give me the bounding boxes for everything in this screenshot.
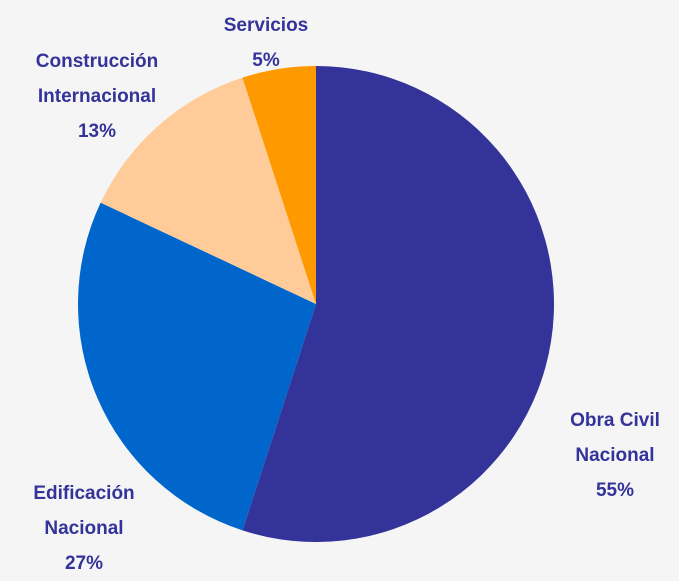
slice-label: Edificación Nacional 27% [4, 476, 164, 581]
slice-label: Obra Civil Nacional 55% [553, 403, 677, 508]
category-label: Edificación Nacional [33, 483, 135, 539]
category-label: Servicios [223, 15, 309, 36]
value-label: 13% [77, 121, 117, 142]
value-label: 55% [595, 480, 635, 501]
category-label: Construcción Internacional [35, 51, 159, 107]
slice-label: Servicios 5% [211, 8, 321, 78]
pie-slice [242, 66, 554, 542]
pie-slice [100, 77, 317, 304]
value-label: 27% [64, 553, 104, 574]
value-label: 5% [252, 50, 280, 71]
slice-label: Construcción Internacional 13% [2, 44, 192, 149]
category-label: Obra Civil Nacional [570, 410, 660, 466]
pie-slice [242, 66, 316, 304]
pie-slice [77, 202, 316, 531]
